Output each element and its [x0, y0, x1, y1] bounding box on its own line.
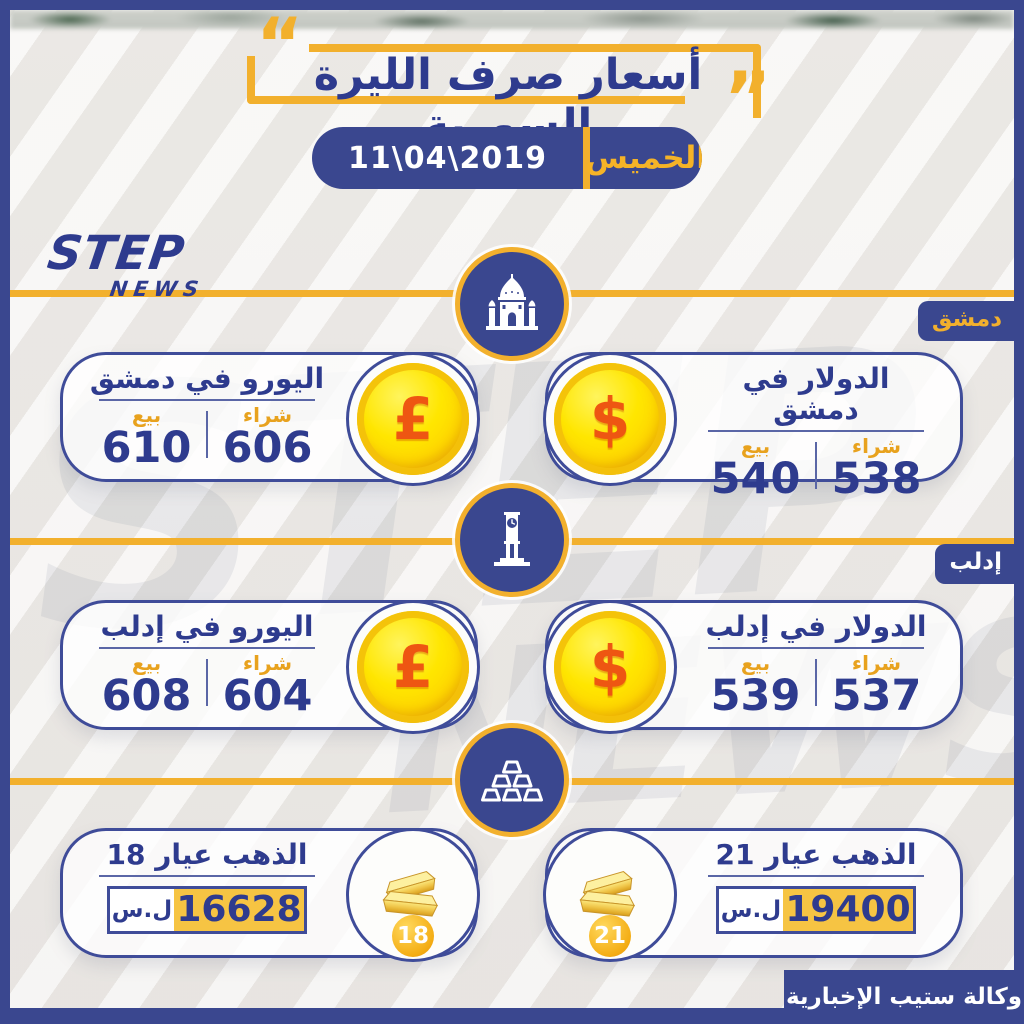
card-title: الدولار في دمشق	[742, 362, 890, 426]
sell-value: 539	[710, 670, 801, 721]
buy-label: شراء	[851, 650, 902, 675]
card-divider	[708, 874, 924, 877]
euro-coin: £	[346, 600, 480, 734]
card-divider	[99, 646, 315, 649]
date-value: 11\04\2019	[348, 140, 547, 176]
damascus-section-badge	[455, 247, 569, 361]
karat-badge: 18	[392, 915, 434, 957]
gold-section-badge	[455, 723, 569, 837]
damascus-euro-card: £ اليورو في دمشق شراء 606 بيع 610	[60, 352, 480, 486]
date-pill-divider	[583, 127, 590, 189]
quote-open-icon: “	[256, 2, 304, 86]
card-divider	[99, 874, 315, 877]
coin-face: $	[554, 611, 666, 723]
card-divider	[99, 398, 315, 401]
agency-name: وكالة ستيب الإخبارية	[784, 970, 1024, 1024]
buy-value: 538	[831, 453, 922, 504]
date-pill: 11\04\2019 الخميس	[312, 127, 702, 189]
value-separator	[815, 658, 817, 706]
card-title: اليورو في دمشق	[89, 362, 325, 395]
sell-value: 608	[101, 670, 192, 721]
title-bracket-top-right	[309, 44, 761, 118]
sell-label: بيع	[131, 650, 162, 675]
pound-symbol-icon: £	[392, 385, 434, 453]
sell-label: بيع	[740, 433, 771, 458]
damascus-tag: دمشق	[917, 301, 1014, 341]
top-photo-strip	[10, 10, 1014, 29]
weekday-value: الخميس	[585, 140, 702, 176]
card-title: اليورو في إدلب	[100, 610, 314, 643]
sell-label: بيع	[740, 650, 771, 675]
sell-value: 610	[101, 422, 192, 473]
coin-face: £	[357, 611, 469, 723]
gold-ingots-icon	[382, 871, 439, 917]
pound-symbol-icon: £	[392, 633, 434, 701]
mosque-icon	[486, 274, 538, 330]
value-separator	[206, 410, 208, 458]
currency-label: ل.س	[111, 896, 173, 923]
price-box: ل.س 19400	[716, 885, 916, 934]
dollar-symbol-icon: $	[589, 385, 631, 453]
gold-18-card: 18 الذهب عيار 18 ل.س 16628	[60, 828, 480, 962]
value-separator	[815, 441, 817, 489]
dollar-symbol-icon: $	[589, 633, 631, 701]
gold-bars-18: 18	[346, 828, 480, 962]
quote-close-icon: ”	[724, 56, 772, 140]
gold-ingots-icon	[579, 871, 636, 917]
title-bracket-bottom-left	[247, 56, 685, 104]
sell-label: بيع	[131, 402, 162, 427]
card-title: الدولار في إدلب	[705, 610, 927, 643]
price-value: 16628	[174, 888, 304, 931]
buy-label: شراء	[242, 402, 293, 427]
card-title: الذهب عيار 18	[106, 838, 308, 871]
clock-tower-icon	[494, 512, 530, 566]
value-separator	[206, 658, 208, 706]
karat-badge: 21	[589, 915, 631, 957]
currency-label: ل.س	[720, 896, 782, 923]
buy-label: شراء	[242, 650, 293, 675]
logo-news-text: NEWS	[108, 276, 206, 301]
buy-value: 606	[222, 422, 313, 473]
dollar-coin: $	[543, 352, 677, 486]
coin-face: $	[554, 363, 666, 475]
idlib-euro-card: £ اليورو في إدلب شراء 604 بيع 608	[60, 600, 480, 734]
coin-face: £	[357, 363, 469, 475]
gold-bars-21: 21	[543, 828, 677, 962]
idlib-section-badge	[455, 483, 569, 597]
logo-step-text: STEP	[44, 226, 189, 281]
card-divider	[708, 646, 924, 649]
gold-bars-icon	[481, 760, 543, 802]
euro-coin: £	[346, 352, 480, 486]
dollar-coin: $	[543, 600, 677, 734]
damascus-dollar-card: $ الدولار في دمشق شراء 538 بيع 540	[543, 352, 963, 500]
idlib-tag: إدلب	[935, 544, 1014, 584]
price-value: 19400	[783, 888, 913, 931]
sell-value: 540	[710, 453, 801, 504]
buy-value: 604	[222, 670, 313, 721]
gold-21-card: 21 الذهب عيار 21 ل.س 19400	[543, 828, 963, 962]
buy-label: شراء	[851, 433, 902, 458]
idlib-dollar-card: $ الدولار في إدلب شراء 537 بيع 539	[543, 600, 963, 734]
card-title: الذهب عيار 21	[715, 838, 917, 871]
price-box: ل.س 16628	[107, 885, 307, 934]
card-divider	[708, 429, 924, 432]
step-news-logo: STEP NEWS	[44, 226, 206, 301]
buy-value: 537	[831, 670, 922, 721]
